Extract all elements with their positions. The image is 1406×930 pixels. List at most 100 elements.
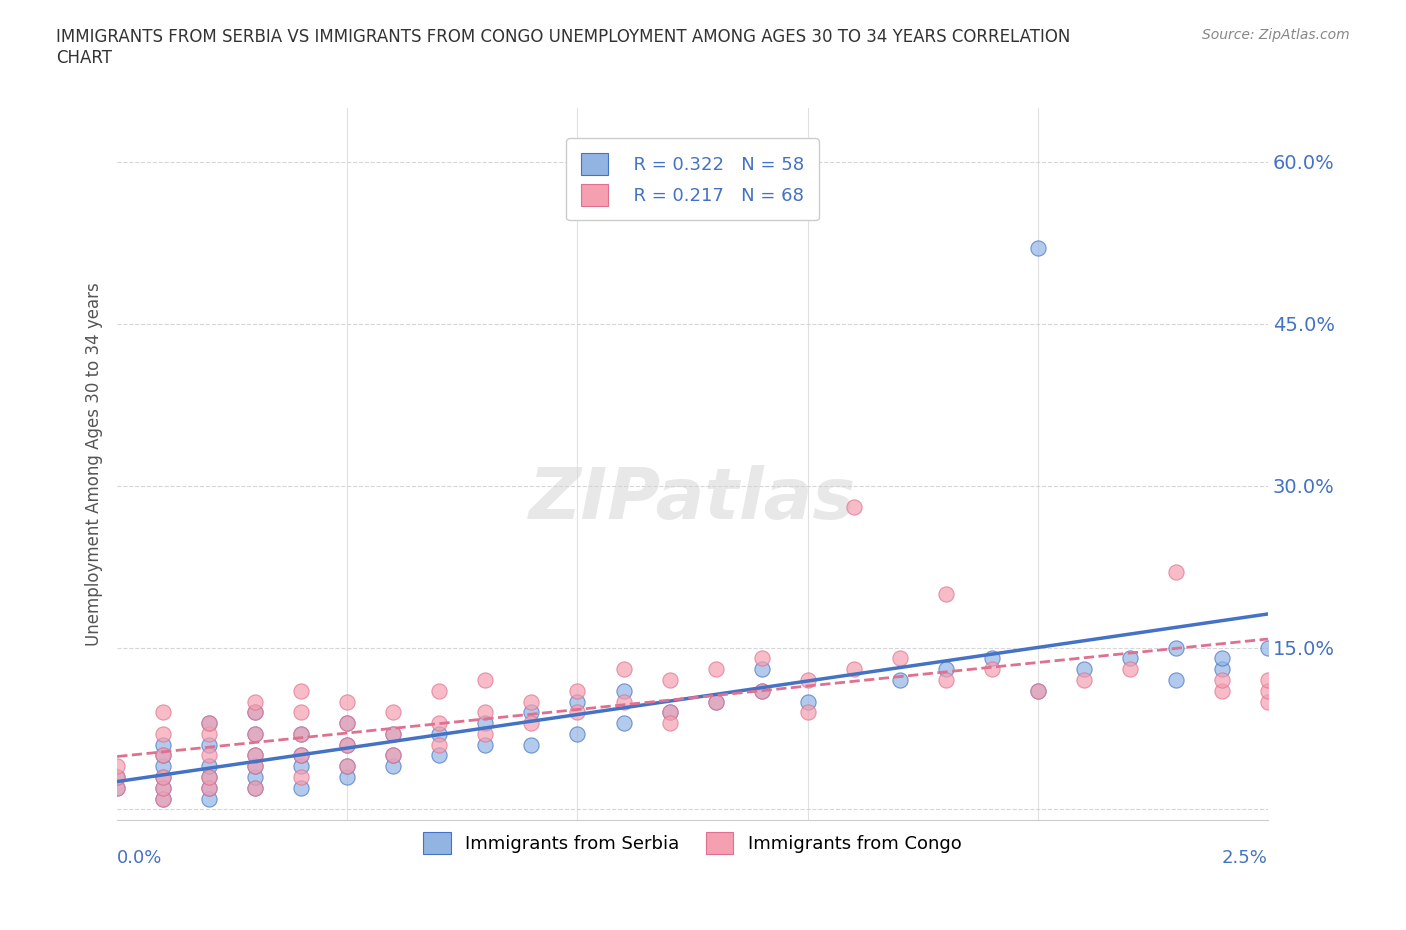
Point: [152, 748, 174, 763]
Point: [796, 694, 818, 709]
Point: [105, 780, 128, 795]
Point: [658, 716, 681, 731]
Point: [152, 759, 174, 774]
Y-axis label: Unemployment Among Ages 30 to 34 years: Unemployment Among Ages 30 to 34 years: [86, 282, 103, 646]
Point: [1119, 662, 1142, 677]
Point: [429, 716, 451, 731]
Point: [336, 716, 359, 731]
Point: [1164, 565, 1187, 579]
Point: [245, 780, 267, 795]
Point: [290, 684, 312, 698]
Point: [935, 586, 957, 601]
Point: [290, 726, 312, 741]
Point: [704, 694, 727, 709]
Point: [751, 684, 773, 698]
Point: [429, 748, 451, 763]
Point: [1211, 651, 1233, 666]
Point: [935, 672, 957, 687]
Point: [658, 672, 681, 687]
Point: [152, 791, 174, 806]
Point: [245, 694, 267, 709]
Point: [520, 705, 543, 720]
Point: [245, 748, 267, 763]
Point: [842, 499, 865, 514]
Point: [245, 726, 267, 741]
Point: [198, 770, 221, 785]
Point: [105, 780, 128, 795]
Point: [1026, 241, 1049, 256]
Point: [474, 726, 496, 741]
Point: [796, 705, 818, 720]
Point: [105, 770, 128, 785]
Point: [382, 726, 405, 741]
Point: [1164, 672, 1187, 687]
Point: [198, 780, 221, 795]
Point: [336, 694, 359, 709]
Point: [245, 770, 267, 785]
Point: [336, 737, 359, 752]
Point: [980, 662, 1002, 677]
Point: [382, 748, 405, 763]
Point: [290, 780, 312, 795]
Point: [336, 759, 359, 774]
Point: [198, 791, 221, 806]
Point: [198, 770, 221, 785]
Point: [152, 748, 174, 763]
Point: [751, 651, 773, 666]
Point: [152, 705, 174, 720]
Point: [336, 716, 359, 731]
Point: [658, 705, 681, 720]
Point: [1026, 684, 1049, 698]
Point: [612, 662, 634, 677]
Point: [796, 672, 818, 687]
Text: Source: ZipAtlas.com: Source: ZipAtlas.com: [1202, 28, 1350, 42]
Point: [290, 726, 312, 741]
Point: [889, 672, 911, 687]
Point: [382, 726, 405, 741]
Text: 0.0%: 0.0%: [117, 849, 163, 867]
Point: [567, 705, 589, 720]
Point: [290, 748, 312, 763]
Point: [1211, 662, 1233, 677]
Point: [520, 716, 543, 731]
Point: [1211, 684, 1233, 698]
Point: [520, 737, 543, 752]
Point: [152, 770, 174, 785]
Point: [429, 684, 451, 698]
Point: [474, 672, 496, 687]
Point: [1257, 684, 1279, 698]
Point: [612, 716, 634, 731]
Point: [567, 694, 589, 709]
Point: [245, 759, 267, 774]
Point: [612, 684, 634, 698]
Point: [336, 759, 359, 774]
Point: [751, 662, 773, 677]
Point: [382, 705, 405, 720]
Point: [567, 684, 589, 698]
Point: [290, 705, 312, 720]
Point: [290, 748, 312, 763]
Point: [245, 759, 267, 774]
Point: [842, 662, 865, 677]
Point: [1257, 672, 1279, 687]
Point: [751, 684, 773, 698]
Legend: Immigrants from Serbia, Immigrants from Congo: Immigrants from Serbia, Immigrants from …: [409, 817, 976, 869]
Point: [429, 726, 451, 741]
Point: [889, 651, 911, 666]
Point: [1257, 694, 1279, 709]
Point: [429, 737, 451, 752]
Point: [474, 705, 496, 720]
Text: 2.5%: 2.5%: [1222, 849, 1268, 867]
Point: [1119, 651, 1142, 666]
Point: [474, 737, 496, 752]
Point: [105, 759, 128, 774]
Point: [245, 705, 267, 720]
Point: [336, 770, 359, 785]
Point: [290, 759, 312, 774]
Point: [245, 748, 267, 763]
Point: [152, 737, 174, 752]
Point: [382, 759, 405, 774]
Point: [198, 737, 221, 752]
Point: [152, 726, 174, 741]
Point: [336, 737, 359, 752]
